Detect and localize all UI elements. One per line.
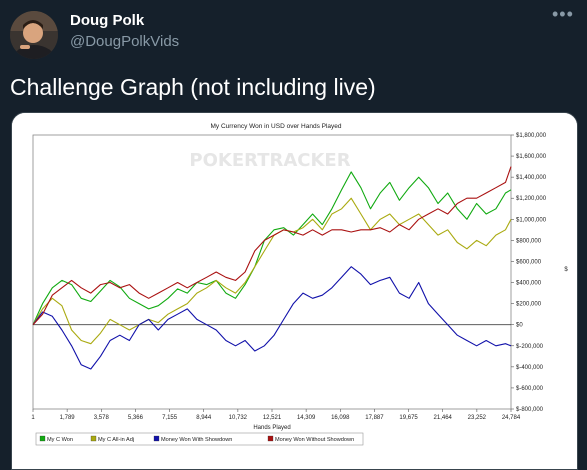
legend-swatch (90, 435, 97, 442)
y-tick-label: $-200,000 (516, 344, 544, 350)
legend-swatch (153, 435, 160, 442)
x-tick-label: 10,732 (229, 415, 248, 421)
x-tick-label: 12,521 (263, 415, 282, 421)
series-line-1 (32, 171, 512, 325)
y-tick-label: $1,600,000 (516, 154, 547, 160)
legend-label: My C Won (47, 437, 73, 443)
chart-title: My Currency Won in USD over Hands Played (210, 123, 341, 130)
line-chart: My Currency Won in USD over Hands Played… (12, 113, 577, 469)
x-tick-label: 14,309 (297, 415, 316, 421)
y-tick-label: $-800,000 (516, 407, 544, 413)
y-tick-label: $0 (516, 323, 523, 329)
chart-legend: My C Won My C All-in Adj Money Won With Sh… (35, 432, 364, 446)
x-tick-label: 1 (31, 415, 35, 421)
legend-label: Money Won Without Showdown (275, 437, 354, 443)
x-tick-label: 24,784 (502, 415, 521, 421)
x-tick-label: 17,887 (365, 415, 384, 421)
tweet-text: Challenge Graph (not including live) (10, 74, 376, 100)
legend-label: My C All-in Adj (98, 437, 134, 443)
tweet-media-chart[interactable]: My Currency Won in USD over Hands Played… (11, 112, 578, 470)
more-options-icon[interactable]: ••• (552, 4, 574, 24)
y-tick-label: $1,800,000 (516, 133, 547, 139)
y-tick-label: $200,000 (516, 302, 542, 308)
x-tick-label: 7,155 (162, 415, 178, 421)
y-axis-label: $ (564, 267, 568, 273)
x-tick-label: 3,578 (94, 415, 110, 421)
x-tick-label: 23,252 (468, 415, 487, 421)
x-axis-label: Hands Played (253, 425, 290, 431)
x-tick-label: 19,675 (399, 415, 418, 421)
y-tick-label: $1,000,000 (516, 217, 547, 223)
y-tick-label: $-400,000 (516, 365, 544, 371)
y-tick-label: $400,000 (516, 281, 542, 287)
series-line-3 (32, 266, 512, 370)
y-tick-label: $1,200,000 (516, 196, 547, 202)
legend-box (35, 432, 364, 446)
y-tick-label: $600,000 (516, 259, 542, 265)
x-tick-label: 5,366 (128, 415, 144, 421)
avatar-photo (10, 11, 58, 59)
x-tick-label: 8,944 (196, 415, 212, 421)
author-handle[interactable]: @DougPolkVids (70, 33, 180, 50)
series-line-4 (32, 166, 512, 326)
y-tick-label: $1,400,000 (516, 175, 547, 181)
legend-swatch (267, 435, 274, 442)
author-name[interactable]: Doug Polk (70, 12, 145, 29)
legend-label: Money Won With Showdown (161, 437, 232, 443)
avatar[interactable] (10, 11, 58, 59)
legend-swatch (39, 435, 46, 442)
x-tick-label: 16,098 (331, 415, 350, 421)
y-tick-label: $-600,000 (516, 386, 544, 392)
x-tick-label: 1,789 (60, 415, 76, 421)
chart-watermark: POKERTRACKER (189, 150, 350, 171)
x-tick-label: 21,464 (434, 415, 453, 421)
y-tick-label: $800,000 (516, 238, 542, 244)
